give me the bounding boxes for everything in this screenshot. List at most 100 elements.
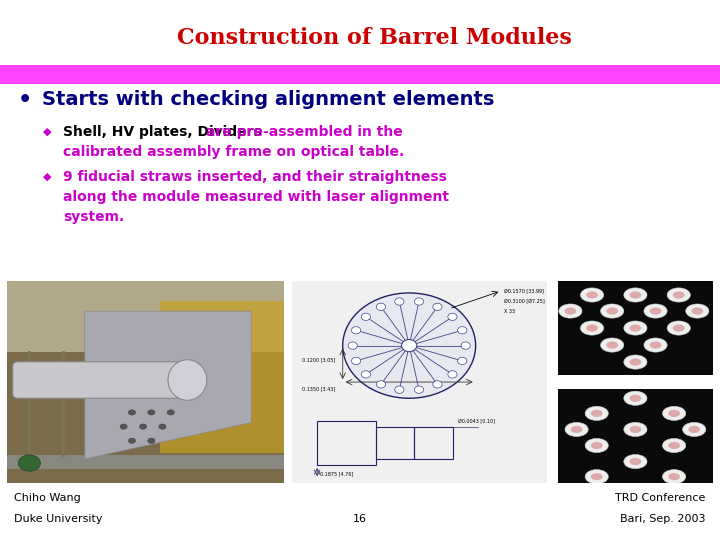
Text: Chiho Wang: Chiho Wang [14,493,81,503]
Circle shape [667,288,690,302]
Bar [414,427,453,459]
Text: Construction of Barrel Modules: Construction of Barrel Modules [177,27,572,49]
Circle shape [673,292,685,299]
Circle shape [683,422,706,436]
Text: 0.1350 [3.43]: 0.1350 [3.43] [302,386,335,391]
Circle shape [667,321,690,335]
Circle shape [140,424,147,429]
Text: are pre-assembled in the: are pre-assembled in the [206,125,402,139]
Circle shape [159,424,166,429]
Bar [160,301,284,453]
Circle shape [348,342,357,349]
Circle shape [167,410,174,415]
Circle shape [668,410,680,417]
Circle shape [688,426,700,433]
Circle shape [559,304,582,318]
Circle shape [662,438,685,453]
Text: ◆: ◆ [43,172,52,182]
Ellipse shape [168,360,207,400]
Circle shape [18,455,40,471]
Circle shape [351,357,361,364]
Circle shape [624,288,647,302]
Text: Ø0.1570 [33.99]: Ø0.1570 [33.99] [504,288,544,293]
Circle shape [433,303,442,310]
Circle shape [585,470,608,484]
Circle shape [402,340,417,352]
FancyBboxPatch shape [13,362,184,399]
Circle shape [448,371,457,378]
Text: Ø0.0043 [0.10]: Ø0.0043 [0.10] [458,418,495,423]
Circle shape [685,304,709,318]
Text: system.: system. [63,210,125,224]
Circle shape [458,357,467,364]
Text: Starts with checking alignment elements: Starts with checking alignment elements [42,90,494,110]
Circle shape [629,458,642,465]
Text: ◆: ◆ [43,127,52,137]
Bar [7,455,284,469]
Circle shape [586,325,598,332]
Circle shape [662,470,685,484]
Circle shape [586,292,598,299]
Circle shape [361,371,371,378]
Circle shape [600,304,624,318]
Circle shape [629,395,642,402]
Text: Shell, HV plates, Dividers: Shell, HV plates, Dividers [63,125,262,139]
Bar [7,281,284,352]
FancyBboxPatch shape [0,65,720,84]
Text: TRD Conference: TRD Conference [615,493,706,503]
Circle shape [644,304,667,318]
Circle shape [128,410,135,415]
Circle shape [395,298,404,305]
Circle shape [629,325,642,332]
Text: 9 fiducial straws inserted, and their straightness: 9 fiducial straws inserted, and their st… [63,170,447,184]
Circle shape [691,307,703,315]
Circle shape [564,307,576,315]
Circle shape [580,321,603,335]
Text: along the module measured with laser alignment: along the module measured with laser ali… [63,190,449,204]
Circle shape [624,391,647,406]
Text: •: • [18,90,32,110]
Circle shape [644,338,667,352]
Circle shape [580,288,603,302]
Circle shape [668,442,680,449]
Text: Ø0.3100 [Ø7.25]: Ø0.3100 [Ø7.25] [504,299,544,303]
Circle shape [649,307,662,315]
Circle shape [591,442,603,449]
Text: Bari, Sep. 2003: Bari, Sep. 2003 [620,514,706,524]
Text: 0.1875 [4.76]: 0.1875 [4.76] [320,471,353,476]
Circle shape [458,327,467,334]
Circle shape [668,473,680,480]
Circle shape [377,303,385,310]
Text: X 33: X 33 [504,309,515,314]
Circle shape [128,438,135,443]
Circle shape [448,313,457,320]
Text: 16: 16 [353,514,367,524]
Text: 0.1200 [3.05]: 0.1200 [3.05] [302,358,335,363]
Circle shape [629,359,642,366]
Circle shape [148,410,155,415]
Polygon shape [85,311,251,459]
Circle shape [461,342,470,349]
Bar [318,421,376,465]
Circle shape [395,386,404,393]
Circle shape [433,381,442,388]
Circle shape [662,406,685,421]
Bar [376,427,414,459]
Circle shape [585,406,608,421]
Circle shape [629,426,642,433]
Circle shape [606,307,618,315]
Circle shape [565,422,588,436]
Text: calibrated assembly frame on optical table.: calibrated assembly frame on optical tab… [63,145,405,159]
Circle shape [415,386,423,393]
Circle shape [624,455,647,469]
Circle shape [361,313,371,320]
Circle shape [148,438,155,443]
Circle shape [624,422,647,436]
Circle shape [415,298,423,305]
Circle shape [343,293,476,399]
Text: Duke University: Duke University [14,514,103,524]
Circle shape [600,338,624,352]
Circle shape [591,410,603,417]
Circle shape [585,438,608,453]
Circle shape [606,341,618,349]
